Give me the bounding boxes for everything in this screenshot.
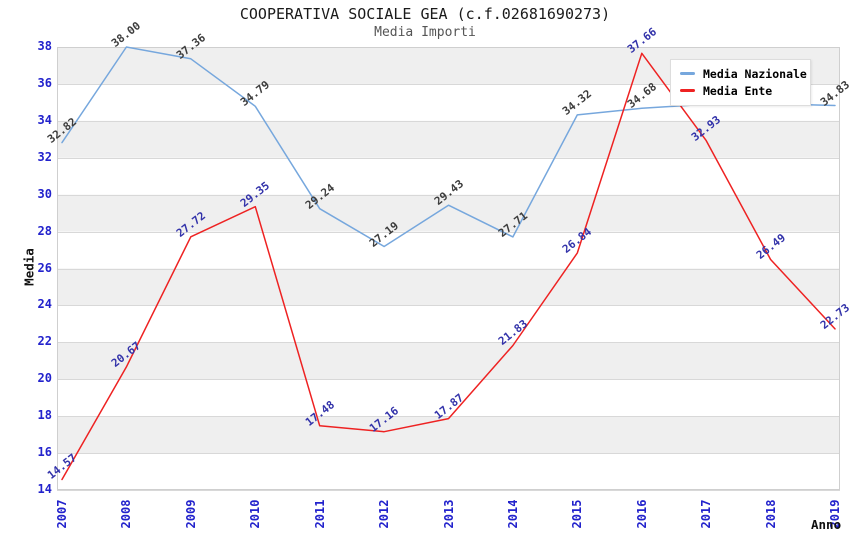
y-axis-title: Media xyxy=(21,248,37,286)
legend-label: Media Nazionale xyxy=(703,66,807,81)
band xyxy=(57,268,840,306)
band xyxy=(57,120,840,158)
red-line-swatch-icon xyxy=(680,89,695,92)
x-axis-title: Anno xyxy=(811,517,842,532)
plot-border xyxy=(57,47,840,490)
legend: Media Nazionale Media Ente xyxy=(670,59,811,106)
chart-title: COOPERATIVA SOCIALE GEA (c.f.02681690273… xyxy=(239,5,611,23)
band xyxy=(57,416,840,454)
chart-subtitle: Media Importi xyxy=(374,25,476,40)
band xyxy=(57,194,840,232)
blue-line-swatch-icon xyxy=(680,72,695,75)
legend-label: Media Ente xyxy=(703,83,773,98)
legend-item-media-ente: Media Ente xyxy=(680,82,801,99)
band xyxy=(57,342,840,380)
legend-item-media-nazionale: Media Nazionale xyxy=(680,65,807,82)
series-line-ente xyxy=(61,52,836,481)
